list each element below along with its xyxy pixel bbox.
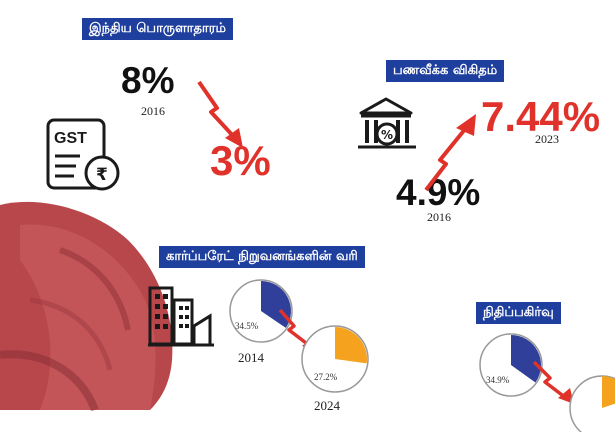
- inflation-before-value: 4.9%: [396, 172, 481, 213]
- economy-after-value: 3%: [210, 137, 271, 184]
- up-zigzag-arrow-icon: [424, 114, 476, 192]
- fiscal-down-arrow-icon: [532, 360, 574, 404]
- fiscal-title: நிதிப்பகிர்வு: [476, 302, 561, 324]
- inflation-after-year: 2023: [535, 132, 559, 146]
- gst-text: GST: [54, 130, 87, 147]
- corporate-pie-2024: [301, 325, 369, 393]
- person-photo: [0, 201, 173, 412]
- economy-title: இந்திய பொருளாதாரம்: [82, 18, 233, 40]
- inflation-before-year: 2016: [427, 210, 451, 224]
- svg-text:%: %: [381, 128, 393, 142]
- fiscal-pie-2014: [479, 333, 543, 397]
- fiscal-pie-2014-label: 34.9%: [486, 375, 510, 385]
- city-buildings-icon: [148, 286, 214, 347]
- down-zigzag-arrow-icon: [197, 80, 243, 148]
- corporate-pie-2014-year: 2014: [238, 350, 264, 365]
- inflation-after-value: 7.44%: [481, 93, 601, 140]
- corporate-tax-title: கார்ப்பரேட் நிறுவனங்களின் வரி: [159, 246, 365, 268]
- inflation-title: பணவீக்க விகிதம்: [386, 60, 505, 82]
- economy-before-value: 8%: [121, 60, 175, 101]
- corporate-pie-2024-year: 2024: [314, 398, 340, 413]
- corporate-pie-2014-label: 34.5%: [235, 321, 259, 331]
- gst-document-icon: GST ₹: [46, 118, 120, 191]
- economy-before-year: 2016: [141, 104, 165, 118]
- bank-percent-icon: %: [358, 97, 416, 149]
- corporate-pie-2024-label: 27.2%: [314, 372, 338, 382]
- rupee-symbol: ₹: [96, 165, 108, 185]
- fiscal-pie-2024-partial: [569, 375, 615, 432]
